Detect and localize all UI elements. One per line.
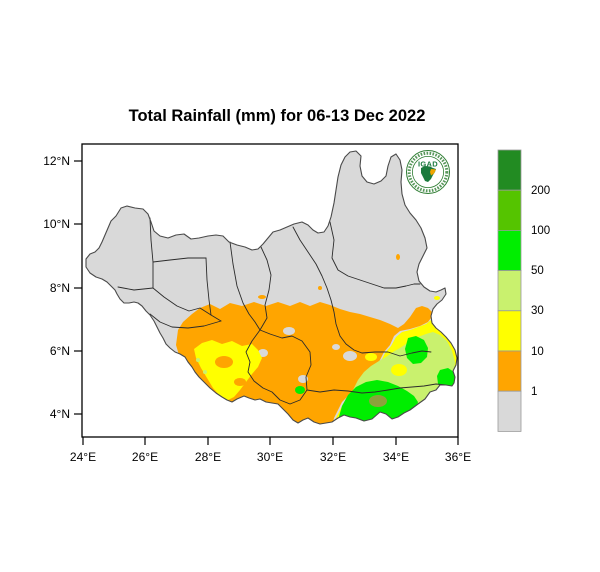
- x-tick-label: 34°E: [383, 450, 409, 464]
- legend-label-50: 50: [531, 265, 544, 277]
- legend-label-30: 30: [531, 305, 544, 317]
- orange-island: [234, 378, 246, 386]
- orange-speck: [258, 295, 266, 299]
- y-tick-label: 6°N: [50, 344, 70, 358]
- logo-text-ring: [407, 151, 449, 193]
- rain-region-50-100mm-east: [405, 336, 428, 364]
- dry-hole: [283, 327, 295, 335]
- y-tick-label: 10°N: [43, 217, 70, 231]
- state-boundaries: [117, 217, 447, 405]
- dry-hole: [298, 375, 308, 383]
- orange-island: [215, 356, 233, 368]
- legend-label-1: 1: [531, 386, 537, 398]
- legend-label-100: 100: [531, 225, 550, 237]
- rain-region-10-30mm-southwest: [194, 340, 262, 400]
- igad-logo: IGAD: [406, 150, 450, 194]
- rain-spot-yellow: [365, 353, 377, 361]
- figure-title: Total Rainfall (mm) for 06-13 Dec 2022: [129, 107, 426, 125]
- dry-hole: [332, 344, 340, 350]
- x-axis: 24°E 26°E 28°E 30°E 32°E 34°E 36°E: [70, 437, 471, 464]
- y-tick-label: 4°N: [50, 407, 70, 421]
- legend-swatch-1-10: [497, 350, 522, 392]
- x-tick-label: 32°E: [320, 450, 346, 464]
- rain-speck-lightgreen: [203, 370, 207, 374]
- x-tick-label: 30°E: [257, 450, 283, 464]
- igad-logo-text: IGAD: [418, 160, 438, 169]
- y-tick-label: 12°N: [43, 154, 70, 168]
- legend-swatch-100-200: [497, 189, 522, 231]
- rain-spot-yellow: [434, 296, 440, 300]
- rain-spot-yellow: [391, 364, 407, 376]
- y-tick-label: 8°N: [50, 281, 70, 295]
- rain-speck-lightgreen: [196, 358, 200, 362]
- dry-hole: [343, 351, 357, 361]
- x-tick-label: 28°E: [195, 450, 221, 464]
- south-sudan-map: [85, 150, 458, 425]
- legend-swatch-10-30: [497, 310, 522, 352]
- x-tick-label: 26°E: [132, 450, 158, 464]
- orange-speck: [396, 254, 400, 260]
- legend: 200 100 50 30 10 1: [497, 149, 550, 432]
- x-tick-label: 24°E: [70, 450, 96, 464]
- legend-label-10: 10: [531, 346, 544, 358]
- orange-speck: [318, 286, 322, 290]
- x-tick-label: 36°E: [445, 450, 471, 464]
- y-axis: 12°N 10°N 8°N 6°N 4°N: [43, 154, 82, 421]
- rain-spot-green: [295, 386, 305, 394]
- legend-swatch-50-100: [497, 229, 522, 271]
- country-outline: [85, 150, 458, 425]
- legend-swatch-30-50: [497, 270, 522, 312]
- legend-label-200: 200: [531, 185, 550, 197]
- legend-swatch-above-200: [497, 149, 522, 191]
- legend-swatch-below-1: [497, 390, 522, 432]
- logo-igad-region: [430, 169, 436, 176]
- rain-spot-olive: [369, 395, 387, 407]
